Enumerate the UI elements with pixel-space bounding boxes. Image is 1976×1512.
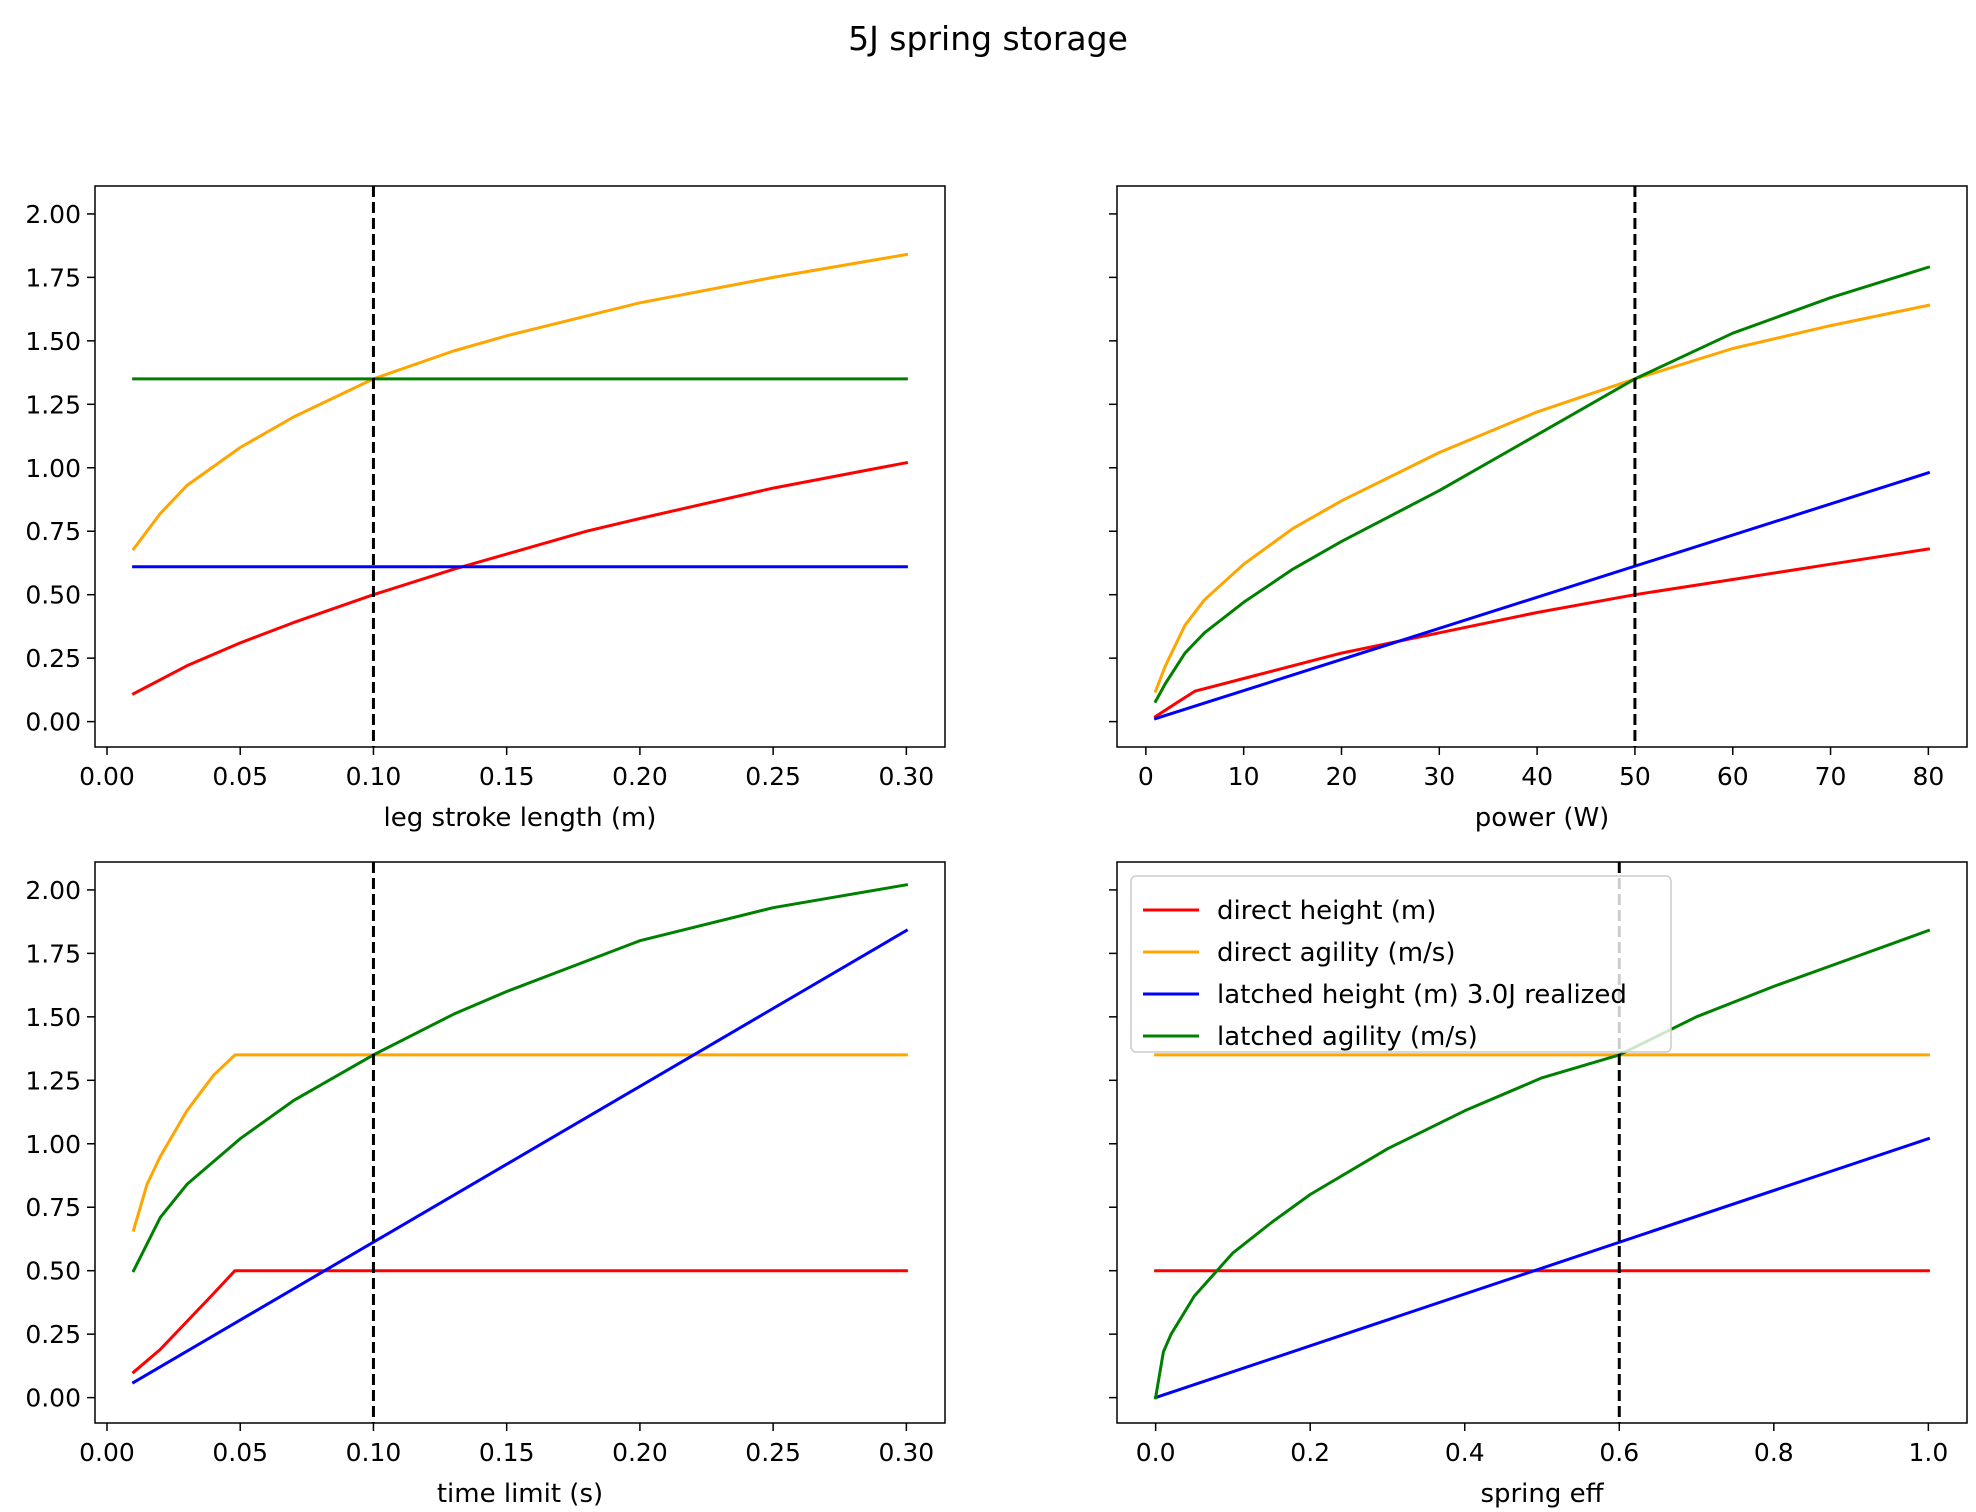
axes-frame bbox=[94, 861, 946, 1424]
series-line-latched-agility bbox=[1153, 265, 1931, 704]
plot-area bbox=[1153, 186, 1931, 747]
axes-frame bbox=[1116, 861, 1968, 1424]
y-tick-label: 1.50 bbox=[25, 327, 81, 356]
plot-area bbox=[1153, 862, 1931, 1423]
x-tick-label: 80 bbox=[1912, 762, 1944, 791]
y-tick-label: 2.00 bbox=[25, 876, 81, 905]
x-tick-label: 0.20 bbox=[612, 1438, 668, 1467]
x-tick-label: 0.4 bbox=[1445, 1438, 1485, 1467]
series-line-latched-height bbox=[1153, 470, 1931, 721]
legend: direct height (m) direct agility (m/s) lat… bbox=[1130, 875, 1672, 1053]
y-tick-label: 1.00 bbox=[25, 1130, 81, 1159]
x-tick-label: 50 bbox=[1619, 762, 1651, 791]
x-tick-label: 0.20 bbox=[612, 762, 668, 791]
x-tick-label: 0.8 bbox=[1754, 1438, 1794, 1467]
series-line-latched-height bbox=[131, 928, 909, 1385]
x-tick-label: 10 bbox=[1228, 762, 1260, 791]
series-line-direct-height bbox=[131, 460, 909, 696]
x-tick-label: 0.30 bbox=[879, 1438, 935, 1467]
y-tick-label: 1.25 bbox=[25, 1066, 81, 1095]
y-tick-label: 0.00 bbox=[25, 708, 81, 737]
subplot-grid: 0.00 0.05 0.10 0.15 0.20 0.25 0.300.000.250.50… bbox=[25, 185, 1968, 1509]
x-tick-label: 0.6 bbox=[1599, 1438, 1639, 1467]
y-tick-label: 0.75 bbox=[25, 517, 81, 546]
y-tick-label: 1.25 bbox=[25, 390, 81, 419]
x-axis-label: leg stroke length (m) bbox=[384, 803, 657, 833]
x-tick-label: 20 bbox=[1326, 762, 1358, 791]
plot-area bbox=[131, 186, 909, 747]
subplot-1: 0.00 0.05 0.10 0.15 0.20 0.25 0.30 0.00 0.25 0.50… bbox=[25, 185, 946, 833]
y-tick-label: 0.50 bbox=[25, 581, 81, 610]
subplot-3: 0.00 0.05 0.10 0.15 0.20 0.25 0.30 0.00 0.25 0.50… bbox=[25, 861, 946, 1509]
x-tick-label: 0.2 bbox=[1290, 1438, 1330, 1467]
y-tick-label: 1.00 bbox=[25, 454, 81, 483]
legend-entry-label: direct height (m) bbox=[1217, 896, 1436, 926]
y-tick-label: 0.00 bbox=[25, 1384, 81, 1413]
x-tick-label: 0 bbox=[1138, 762, 1154, 791]
series-line-latched-agility bbox=[1153, 928, 1931, 1400]
series-line-direct-agility bbox=[1153, 303, 1931, 694]
x-tick-label: 0.15 bbox=[479, 762, 535, 791]
y-tick-label: 0.50 bbox=[25, 1257, 81, 1286]
x-tick-label: 0.25 bbox=[745, 1438, 801, 1467]
series-line-direct-agility bbox=[131, 1053, 908, 1232]
x-tick-label: 0.05 bbox=[212, 1438, 268, 1467]
x-axis-label: time limit (s) bbox=[437, 1479, 603, 1509]
y-tick-label: 0.25 bbox=[25, 1320, 81, 1349]
axes-frame bbox=[1116, 185, 1968, 748]
x-tick-label: 40 bbox=[1521, 762, 1553, 791]
y-tick-label: 1.50 bbox=[25, 1003, 81, 1032]
x-tick-label: 1.0 bbox=[1908, 1438, 1948, 1467]
x-tick-label: 70 bbox=[1815, 762, 1847, 791]
subplot-4: 0.0 0.2 0.4 0.6 0.8 1.0 spring eff direct heigh… bbox=[1109, 861, 1968, 1509]
legend-box bbox=[1130, 875, 1672, 1053]
y-tick-label: 0.75 bbox=[25, 1193, 81, 1222]
plot-area bbox=[131, 862, 909, 1423]
y-tick-label: 1.75 bbox=[25, 263, 81, 292]
x-tick-label: 0.25 bbox=[745, 762, 801, 791]
x-tick-label: 0.0 bbox=[1136, 1438, 1176, 1467]
legend-entry-label: latched height (m) 3.0J realized bbox=[1217, 980, 1627, 1010]
y-tick-label: 0.25 bbox=[25, 644, 81, 673]
x-tick-label: 0.10 bbox=[346, 762, 402, 791]
subplot-2: 0 10 20 30 40 50 60 70 80 power (W) bbox=[1109, 185, 1968, 833]
x-tick-label: 0.00 bbox=[79, 1438, 135, 1467]
x-axis-label: spring eff bbox=[1480, 1479, 1604, 1509]
legend-entry-label: direct agility (m/s) bbox=[1217, 938, 1455, 968]
series-line-latched-height bbox=[1153, 1136, 1931, 1400]
x-tick-label: 0.05 bbox=[212, 762, 268, 791]
series-line-direct-height bbox=[131, 1269, 908, 1375]
figure-title: 5J spring storage bbox=[848, 19, 1128, 58]
x-tick-label: 30 bbox=[1423, 762, 1455, 791]
legend-entry-label: latched agility (m/s) bbox=[1217, 1022, 1478, 1052]
axes-frame bbox=[94, 185, 946, 748]
y-tick-label: 2.00 bbox=[25, 200, 81, 229]
x-tick-label: 0.30 bbox=[879, 762, 935, 791]
x-tick-label: 0.00 bbox=[79, 762, 135, 791]
y-tick-label: 1.75 bbox=[25, 939, 81, 968]
x-tick-label: 0.10 bbox=[346, 1438, 402, 1467]
x-axis-label: power (W) bbox=[1475, 803, 1610, 833]
x-tick-label: 0.15 bbox=[479, 1438, 535, 1467]
x-tick-label: 60 bbox=[1717, 762, 1749, 791]
series-line-direct-height bbox=[1153, 547, 1931, 719]
